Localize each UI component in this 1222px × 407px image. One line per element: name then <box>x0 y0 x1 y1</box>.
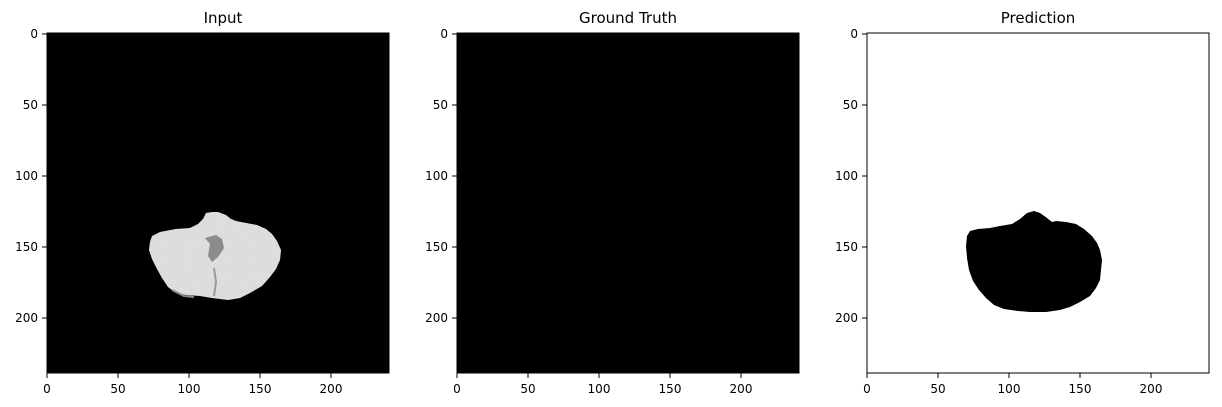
image-area <box>867 33 1209 373</box>
panel-input: Input 0 50 100 150 200 0 50 100 <box>15 9 390 396</box>
x-tick-label: 200 <box>1140 382 1163 396</box>
image-area <box>457 33 799 373</box>
x-tick-label: 50 <box>520 382 535 396</box>
panel-ground-truth: Ground Truth 0 50 100 150 200 0 50 100 1… <box>425 9 800 396</box>
x-tick-label: 0 <box>863 382 871 396</box>
y-tick-label: 150 <box>425 240 448 254</box>
x-tick-label: 50 <box>930 382 945 396</box>
y-tick-label: 200 <box>15 311 38 325</box>
y-tick-label: 200 <box>425 311 448 325</box>
x-tick-label: 100 <box>998 382 1021 396</box>
y-tick-label: 100 <box>15 169 38 183</box>
y-tick-label: 50 <box>433 98 448 112</box>
brain-detail <box>213 267 218 297</box>
y-tick-label: 200 <box>835 311 858 325</box>
axes-frame <box>456 32 800 374</box>
panel-prediction: Prediction 0 50 100 150 200 0 50 100 150 <box>835 9 1210 396</box>
y-tick-label: 50 <box>843 98 858 112</box>
y-tick-label: 100 <box>835 169 858 183</box>
x-axis: 0 50 100 150 200 <box>43 373 342 396</box>
x-tick-label: 0 <box>43 382 51 396</box>
brain-detail <box>171 289 195 298</box>
y-tick-label: 0 <box>30 27 38 41</box>
x-tick-label: 200 <box>730 382 753 396</box>
x-tick-label: 150 <box>1069 382 1092 396</box>
x-axis: 0 50 100 150 200 <box>453 373 752 396</box>
y-tick-label: 150 <box>15 240 38 254</box>
x-tick-label: 100 <box>178 382 201 396</box>
panel-title: Input <box>204 9 243 27</box>
x-tick-label: 150 <box>249 382 272 396</box>
x-tick-label: 0 <box>453 382 461 396</box>
brain-detail <box>205 235 224 262</box>
x-tick-label: 200 <box>320 382 343 396</box>
x-tick-label: 50 <box>110 382 125 396</box>
y-tick-label: 50 <box>23 98 38 112</box>
panel-title: Prediction <box>1001 9 1076 27</box>
y-tick-label: 0 <box>850 27 858 41</box>
image-area <box>47 33 389 373</box>
axes-frame <box>46 32 390 374</box>
y-axis: 0 50 100 150 200 <box>835 27 867 325</box>
x-tick-label: 150 <box>659 382 682 396</box>
x-tick-label: 100 <box>588 382 611 396</box>
y-tick-label: 150 <box>835 240 858 254</box>
panel-title: Ground Truth <box>579 9 677 27</box>
y-axis: 0 50 100 150 200 <box>15 27 47 325</box>
axes-frame <box>866 32 1210 374</box>
y-tick-label: 100 <box>425 169 448 183</box>
x-axis: 0 50 100 150 200 <box>863 373 1162 396</box>
y-axis: 0 50 100 150 200 <box>425 27 457 325</box>
y-tick-label: 0 <box>440 27 448 41</box>
prediction-mask <box>966 211 1102 312</box>
